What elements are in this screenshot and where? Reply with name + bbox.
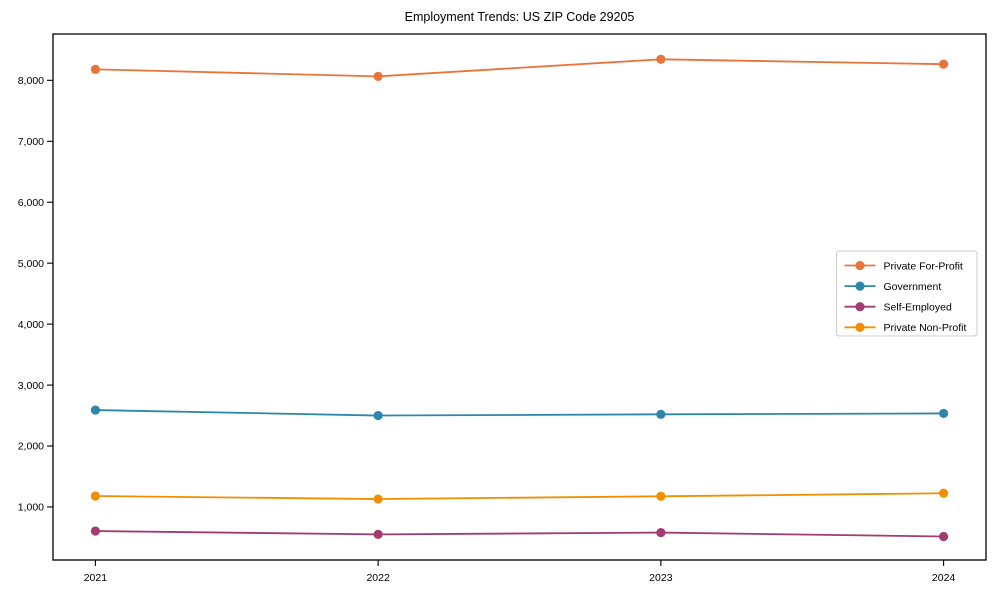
data-point-private-for-profit-2021 xyxy=(90,64,101,74)
y-tick-label: 6,000 xyxy=(18,197,44,209)
legend-box xyxy=(836,250,978,337)
y-axis: 1,000 2,000 3,000 4,000 5,000 6,000 7,000 8,000 xyxy=(18,75,53,514)
data-point-government-2023 xyxy=(656,409,666,419)
series-line-self-employed xyxy=(95,530,944,538)
y-tick-label: 2,000 xyxy=(18,441,44,453)
y-tick-label: 7,000 xyxy=(18,136,44,148)
plot-frame xyxy=(52,33,987,561)
x-tick-label: 2021 xyxy=(84,572,108,584)
series-line-government xyxy=(95,409,944,417)
legend-marker-private-non-profit xyxy=(855,322,865,332)
data-point-private-non-profit-2023 xyxy=(656,491,666,501)
data-point-private-for-profit-2022 xyxy=(373,71,383,81)
y-tick-label: 1,000 xyxy=(18,502,44,514)
series-line-private-for-profit xyxy=(95,58,944,78)
legend: Private For-Profit Government Self-Employe… xyxy=(836,250,978,337)
x-tick-label: 2023 xyxy=(649,572,673,584)
data-point-private-non-profit-2022 xyxy=(373,494,383,504)
y-tick-label: 3,000 xyxy=(18,380,44,392)
y-tick-label: 4,000 xyxy=(18,319,44,331)
legend-marker-government xyxy=(855,281,865,291)
axes-border xyxy=(52,33,987,561)
series-layer xyxy=(90,54,949,542)
data-point-self-employed-2021 xyxy=(90,526,101,536)
legend-label-government: Government xyxy=(884,281,942,293)
chart-title: Employment Trends: US ZIP Code 29205 xyxy=(405,10,635,24)
legend-marker-self-employed xyxy=(855,302,865,312)
y-tick-label: 5,000 xyxy=(18,258,44,270)
x-axis: 2021 2022 2023 2024 xyxy=(84,560,956,584)
data-point-private-non-profit-2021 xyxy=(90,491,101,501)
data-point-private-for-profit-2023 xyxy=(656,54,666,64)
x-tick-label: 2022 xyxy=(366,572,390,584)
series-line-private-non-profit xyxy=(95,492,944,500)
data-point-private-for-profit-2024 xyxy=(938,59,949,69)
legend-label-private-non-profit: Private Non-Profit xyxy=(884,322,967,334)
data-point-government-2024 xyxy=(938,408,949,419)
legend-label-private-for-profit: Private For-Profit xyxy=(884,260,963,272)
legend-label-self-employed: Self-Employed xyxy=(884,302,952,314)
y-tick-label: 8,000 xyxy=(18,75,44,87)
x-tick-label: 2024 xyxy=(932,572,956,584)
data-point-government-2021 xyxy=(90,405,101,415)
data-point-self-employed-2022 xyxy=(373,529,383,540)
data-point-government-2022 xyxy=(373,410,383,421)
data-point-self-employed-2023 xyxy=(656,527,666,538)
legend-marker-private-for-profit xyxy=(855,260,865,271)
data-point-private-non-profit-2024 xyxy=(938,488,949,498)
data-point-self-employed-2024 xyxy=(938,531,949,542)
